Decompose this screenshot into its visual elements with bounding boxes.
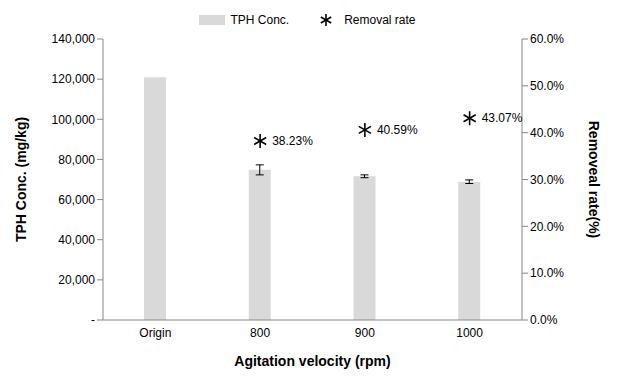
svg-text:0.0%: 0.0% xyxy=(530,313,558,327)
svg-text:1000: 1000 xyxy=(456,326,483,340)
svg-text:43.07%: 43.07% xyxy=(482,111,523,125)
svg-text:20.0%: 20.0% xyxy=(530,220,564,234)
svg-text:80,000: 80,000 xyxy=(58,153,95,167)
svg-text:30.0%: 30.0% xyxy=(530,173,564,187)
svg-text:40.59%: 40.59% xyxy=(377,123,418,137)
svg-text:100,000: 100,000 xyxy=(52,113,96,127)
svg-text:50.0%: 50.0% xyxy=(530,79,564,93)
svg-text:60.0%: 60.0% xyxy=(530,32,564,46)
svg-text:TPH Conc. (mg/kg): TPH Conc. (mg/kg) xyxy=(13,117,29,242)
svg-text:Origin: Origin xyxy=(139,326,171,340)
svg-text:140,000: 140,000 xyxy=(52,32,96,46)
svg-text:10.0%: 10.0% xyxy=(530,266,564,280)
svg-text:120,000: 120,000 xyxy=(52,72,96,86)
svg-text:60,000: 60,000 xyxy=(58,193,95,207)
svg-text:900: 900 xyxy=(355,326,375,340)
html-text:Removal rate: Removal rate xyxy=(344,13,416,27)
svg-text:20,000: 20,000 xyxy=(58,273,95,287)
svg-text:-: - xyxy=(91,313,95,327)
html-text:TPH Conc.: TPH Conc. xyxy=(230,13,290,27)
svg-text:40.0%: 40.0% xyxy=(530,126,564,140)
svg-text:800: 800 xyxy=(250,326,270,340)
svg-text:Removeal rate(%): Removeal rate(%) xyxy=(586,121,602,239)
svg-text:38.23%: 38.23% xyxy=(272,134,313,148)
svg-text:40,000: 40,000 xyxy=(58,233,95,247)
svg-text:Agitation velocity (rpm): Agitation velocity (rpm) xyxy=(234,353,390,369)
